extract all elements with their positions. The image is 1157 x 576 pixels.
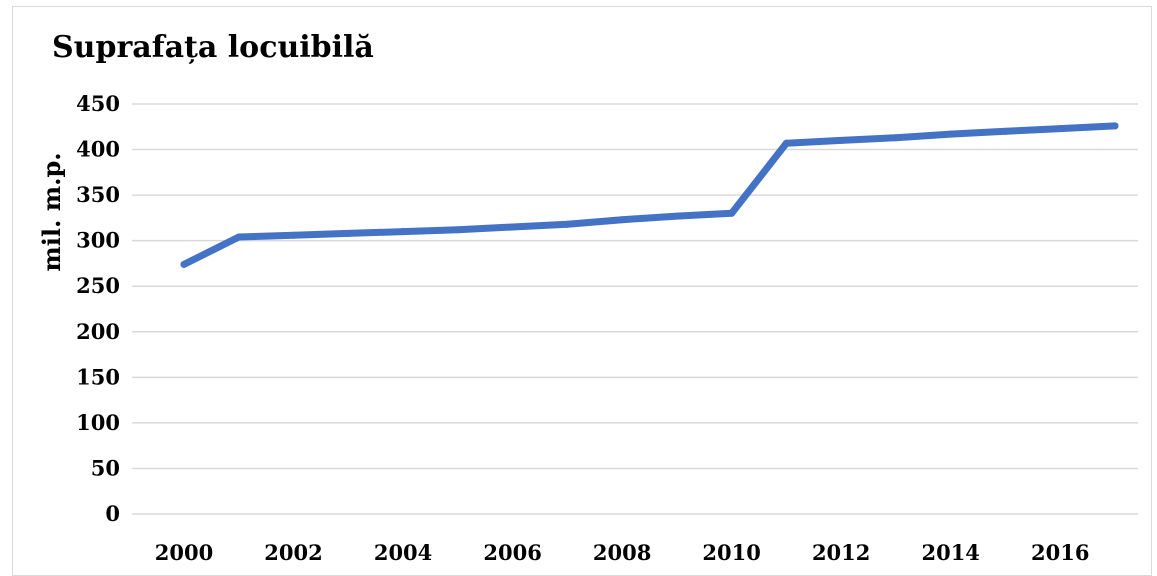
x-tick-label: 2010	[702, 540, 760, 565]
data-point	[1056, 125, 1064, 133]
data-point	[563, 220, 571, 228]
y-tick-label: 50	[91, 455, 120, 480]
data-point	[290, 231, 298, 239]
series-layer	[180, 122, 1119, 268]
y-axis-ticks: 0 50 100 150 200 250 300 350 400 450	[76, 91, 120, 526]
y-tick-label: 250	[76, 273, 120, 298]
x-tick-label: 2008	[593, 540, 651, 565]
chart-title: Suprafața locuibilă	[52, 30, 374, 65]
y-tick-label: 350	[76, 182, 120, 207]
data-point	[782, 139, 790, 147]
data-point	[1111, 122, 1119, 130]
x-tick-label: 2016	[1031, 540, 1089, 565]
y-tick-label: 150	[76, 364, 120, 389]
y-tick-label: 300	[76, 228, 120, 253]
data-point	[892, 134, 900, 142]
data-point	[235, 233, 243, 241]
data-point	[454, 226, 462, 234]
series-line-0	[180, 122, 1119, 268]
data-point	[399, 228, 407, 236]
x-axis-ticks: 2000 2002 2004 2006 2008 2010 2012 2014 2016	[155, 540, 1090, 565]
data-point	[947, 130, 955, 138]
data-point	[509, 223, 517, 231]
data-point	[728, 209, 736, 217]
y-tick-label: 200	[76, 319, 120, 344]
x-tick-label: 2000	[155, 540, 213, 565]
x-tick-label: 2002	[264, 540, 322, 565]
x-tick-label: 2004	[374, 540, 432, 565]
y-tick-label: 450	[76, 91, 120, 116]
y-axis-label: mil. m.p.	[37, 152, 66, 271]
data-point	[344, 229, 352, 237]
data-point	[1001, 127, 1009, 135]
y-tick-label: 100	[76, 410, 120, 435]
x-tick-label: 2014	[921, 540, 979, 565]
data-point	[618, 216, 626, 224]
y-tick-label: 400	[76, 137, 120, 162]
data-point	[180, 260, 188, 268]
data-point	[673, 212, 681, 220]
x-tick-label: 2006	[483, 540, 541, 565]
y-tick-label: 0	[105, 501, 120, 526]
data-point	[837, 136, 845, 144]
gridlines	[132, 103, 1138, 515]
x-tick-label: 2012	[812, 540, 870, 565]
